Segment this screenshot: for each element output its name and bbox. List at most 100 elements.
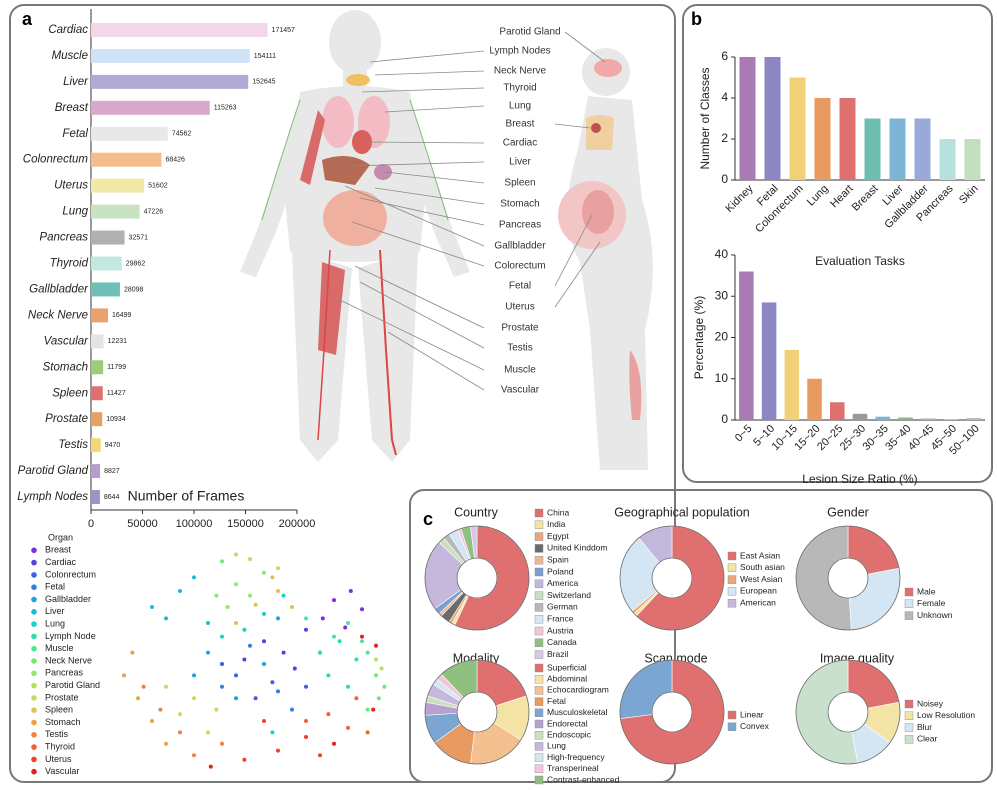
legend-swatch — [534, 650, 544, 659]
point — [262, 611, 266, 616]
bar — [91, 438, 101, 453]
point — [234, 552, 238, 557]
point — [150, 719, 154, 723]
point — [220, 684, 224, 689]
leader-line — [361, 87, 485, 93]
panel-label: c — [423, 509, 433, 529]
point — [220, 662, 224, 666]
legend-swatch — [904, 611, 914, 620]
legend-label: Vascular — [45, 766, 79, 776]
donut-outline — [795, 659, 901, 765]
y-axis-title: Number of Classes — [698, 67, 712, 169]
leader-line — [359, 197, 485, 226]
legend-label: Noisey — [917, 698, 944, 708]
chart-title: Gender — [827, 505, 869, 519]
point — [354, 696, 359, 701]
panel-label: a — [22, 9, 33, 29]
point — [332, 741, 336, 746]
point — [192, 753, 196, 758]
legend-label: Muscle — [45, 643, 74, 653]
legend-label: Prostate — [45, 692, 79, 702]
legend-label: France — [547, 613, 574, 623]
legend-swatch — [31, 596, 37, 603]
anatomy-label: Muscle — [504, 365, 536, 376]
legend-swatch — [904, 599, 914, 608]
legend-swatch — [534, 579, 544, 588]
legend-swatch — [534, 626, 544, 636]
point — [304, 627, 308, 632]
value-label: 11799 — [107, 364, 126, 371]
point — [206, 620, 210, 625]
leader-line — [369, 50, 485, 63]
legend-label: Neck Nerve — [45, 655, 92, 665]
donut-hole-outline — [651, 691, 693, 733]
legend-label: Male — [917, 586, 936, 596]
legend-swatch — [31, 645, 37, 652]
bar — [966, 417, 981, 420]
legend-label: Female — [917, 598, 946, 608]
donut-hole-outline — [827, 557, 869, 599]
donut-hole-outline — [651, 557, 693, 599]
bar — [91, 464, 101, 479]
legend-swatch — [534, 697, 544, 706]
bar — [91, 152, 162, 167]
point — [304, 616, 308, 621]
point — [158, 707, 163, 712]
legend-swatch — [534, 520, 544, 529]
x-tick-label: 50000 — [127, 518, 158, 530]
legend-label: Clear — [917, 734, 937, 744]
point — [281, 593, 286, 598]
legend-swatch — [31, 695, 37, 701]
point — [360, 639, 364, 644]
bar — [839, 98, 856, 180]
point — [164, 616, 168, 621]
donut-outline — [795, 525, 901, 631]
legend-label: High-frequency — [547, 752, 605, 762]
anatomy-label: Fetal — [509, 281, 531, 292]
legend-label: China — [547, 507, 569, 517]
bar — [91, 74, 249, 89]
anatomy-label: Stomach — [500, 199, 539, 210]
legend-label: Endoscopic — [547, 729, 592, 739]
legend-swatch — [31, 707, 37, 713]
legend-swatch — [904, 735, 914, 744]
point — [354, 657, 359, 662]
legend-label: Gallbladder — [45, 594, 91, 604]
body-illustration — [240, 10, 653, 470]
donut-outline — [424, 525, 530, 631]
legend-label: Fetal — [45, 582, 65, 592]
legend-label: South asian — [740, 562, 785, 572]
anatomy-label: Spleen — [504, 178, 535, 189]
legend-label: Poland — [547, 566, 574, 576]
value-label: 154111 — [254, 53, 276, 60]
legend-label: Austria — [547, 625, 574, 635]
anatomy-label: Breast — [506, 119, 535, 130]
legend-swatch — [31, 584, 37, 590]
y-tick-label: Muscle — [52, 50, 88, 62]
value-label: 16499 — [112, 312, 132, 319]
anatomy-label: Liver — [509, 157, 531, 168]
point — [365, 650, 370, 655]
point — [248, 593, 252, 598]
legend-label: Egypt — [547, 531, 569, 541]
legend-swatch — [534, 638, 544, 647]
point — [290, 707, 294, 712]
point — [290, 605, 294, 609]
point — [262, 662, 266, 666]
leader-line — [564, 31, 606, 63]
leader-line — [344, 185, 485, 247]
bar — [91, 178, 145, 193]
legend-label: America — [547, 578, 578, 588]
point — [141, 684, 146, 689]
point — [371, 707, 376, 712]
point — [382, 684, 387, 689]
legend-label: Lung — [45, 618, 65, 628]
donut-hole-outline — [456, 691, 498, 733]
leader-line — [359, 281, 485, 349]
point — [379, 666, 384, 671]
bar — [898, 417, 913, 420]
bar — [91, 308, 108, 323]
x-tick-label: 200000 — [279, 518, 316, 530]
legend-label: Endorectal — [547, 718, 588, 728]
point — [326, 673, 331, 678]
